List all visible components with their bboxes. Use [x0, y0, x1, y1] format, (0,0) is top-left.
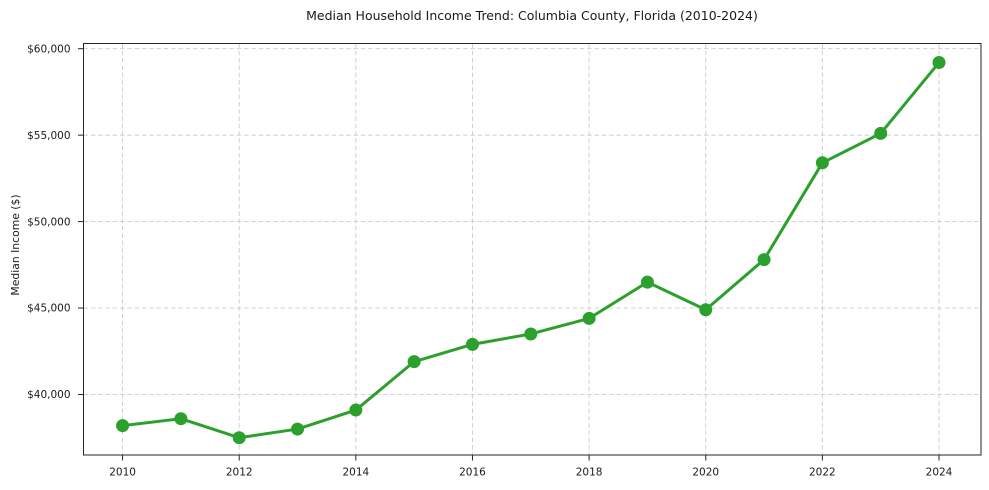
x-tick-label: 2018 [576, 467, 603, 479]
data-point-2023 [874, 126, 888, 140]
data-point-2024 [932, 56, 946, 70]
y-tick-label: $45,000 [27, 303, 70, 315]
data-point-2017 [524, 327, 538, 341]
data-point-2018 [582, 311, 596, 325]
x-tick-label: 2020 [692, 467, 719, 479]
data-point-2012 [232, 431, 246, 445]
trend-line [121, 61, 941, 440]
y-tick-label: $60,000 [27, 43, 70, 55]
axes: $40,000 $45,000 $50,000 $55,000 $60,000 2010 2… [27, 43, 982, 479]
data-point-2015 [407, 355, 421, 369]
data-point-2022 [815, 156, 829, 170]
data-point-2020 [699, 303, 713, 317]
plot-border [83, 43, 982, 456]
data-point-2014 [349, 403, 363, 417]
x-tick-label: 2016 [459, 467, 486, 479]
data-series [116, 56, 946, 445]
x-tick-label: 2024 [926, 467, 953, 479]
x-tick-label: 2010 [109, 467, 136, 479]
y-tick-label: $55,000 [27, 130, 70, 142]
data-point-2011 [174, 412, 188, 426]
data-point-2019 [640, 275, 654, 289]
y-tick-label: $50,000 [27, 216, 70, 228]
data-point-2010 [116, 419, 130, 433]
data-point-2021 [757, 253, 771, 267]
y-tick-label: $40,000 [27, 389, 70, 401]
grid-lines [83, 43, 981, 455]
x-tick-label: 2014 [342, 467, 369, 479]
x-tick-label: 2012 [226, 467, 253, 479]
chart-title: Median Household Income Trend: Columbia … [306, 8, 758, 23]
y-axis-label: Median Income ($) [9, 194, 22, 295]
x-tick-label: 2022 [809, 467, 836, 479]
data-point-2013 [291, 422, 305, 436]
data-point-2016 [465, 337, 479, 351]
